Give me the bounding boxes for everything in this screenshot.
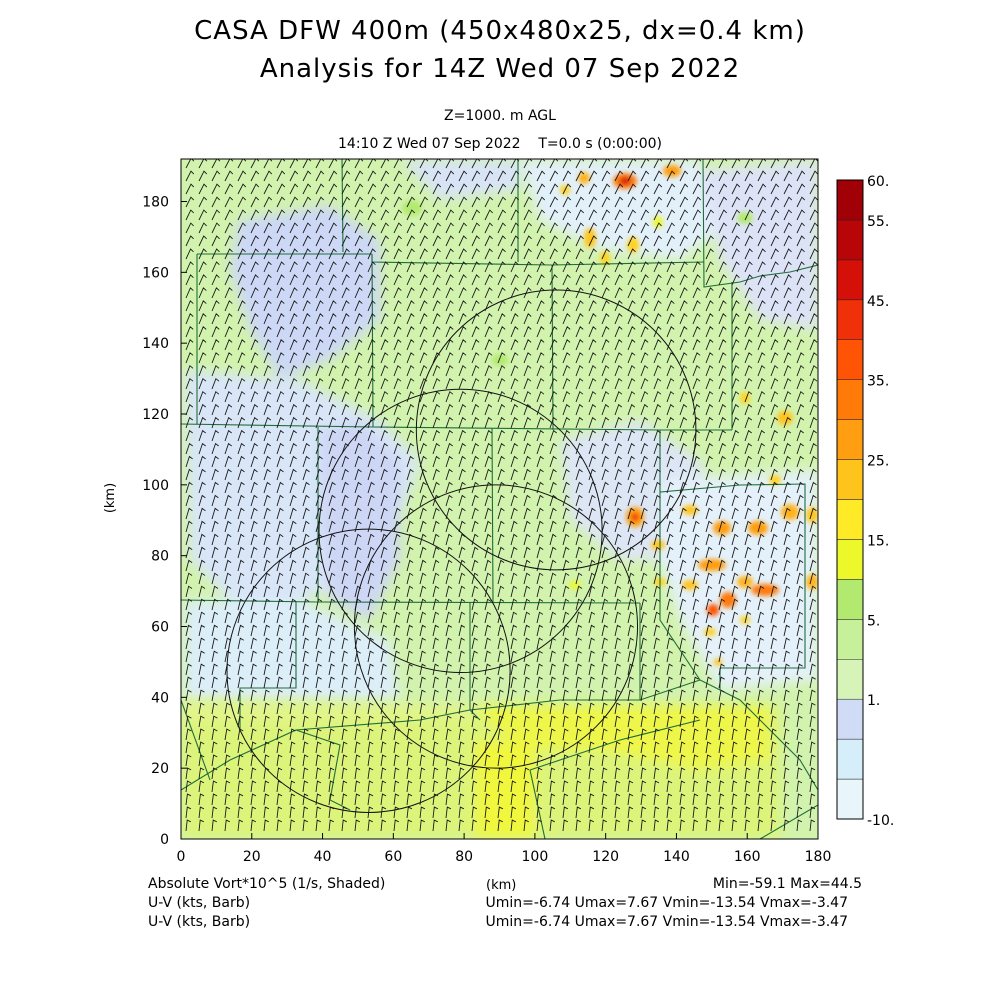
y-tick-label: 180	[142, 195, 169, 211]
y-tick-label: 160	[142, 265, 169, 281]
y-tick-label: 0	[160, 832, 169, 848]
colorbar-swatch	[836, 539, 864, 580]
vorticity-field	[181, 159, 818, 839]
colorbar-swatch	[836, 259, 864, 301]
y-tick-label: 40	[151, 690, 169, 706]
colorbar-label: 5.	[867, 613, 880, 629]
radar-ring-1	[415, 289, 697, 571]
colorbar-swatch	[836, 778, 864, 820]
y-axis-label: (km)	[103, 483, 118, 513]
colorbar-swatch	[836, 379, 864, 420]
x-tick-label: 60	[384, 849, 402, 865]
x-tick-label: 40	[314, 849, 332, 865]
colorbar-swatch	[836, 419, 864, 460]
x-tick-label: 180	[805, 849, 832, 865]
footer-field-vorticity: Absolute Vort*10^5 (1/s, Shaded)	[148, 876, 386, 892]
colorbar-label: 55.	[867, 214, 889, 230]
x-tick-label: 80	[455, 849, 473, 865]
x-tick-label: 100	[522, 849, 549, 865]
plot-title-line2: Analysis for 14Z Wed 07 Sep 2022	[259, 54, 741, 84]
y-axis: 0 20 40 60 80 100 120 140 160 180	[142, 195, 187, 848]
footer-minmax: Min=-59.1 Max=44.5	[712, 876, 862, 892]
wind-barb-grid	[185, 159, 818, 832]
colorbar-label: 60.	[867, 174, 889, 190]
colorbar-swatch	[836, 339, 864, 380]
wind-barbs	[185, 159, 818, 832]
footer-uv-range-1: Umin=-6.74 Umax=7.67 Vmin=-13.54 Vmax=-3…	[485, 895, 848, 911]
colorbar-swatch	[836, 579, 864, 620]
colorbar-swatch	[836, 619, 864, 660]
colorbar-label: 35.	[867, 374, 889, 390]
plot-title-line1: CASA DFW 400m (450x480x25, dx=0.4 km)	[194, 16, 806, 46]
x-tick-label: 120	[592, 849, 619, 865]
x-tick-label: 160	[734, 849, 761, 865]
footer-field-barb-1: U-V (kts, Barb)	[148, 895, 251, 911]
x-tick-label: 20	[243, 849, 261, 865]
footer-x-unit: (km)	[486, 878, 517, 893]
model-time: T=0.0 s (0:00:00)	[538, 136, 662, 152]
radar-range-rings	[226, 289, 697, 813]
x-tick-label: 0	[177, 849, 186, 865]
colorbar-swatch	[836, 459, 864, 500]
y-tick-label: 140	[142, 336, 169, 352]
plot-frame	[180, 158, 819, 840]
x-axis: 0 20 40 60 80 100 120 140 160 180	[177, 833, 832, 865]
radar-ring-3	[353, 484, 639, 769]
level-label: Z=1000. m AGL	[444, 108, 556, 124]
y-tick-label: 80	[151, 549, 169, 565]
colorbar-swatch	[836, 219, 864, 261]
colorbar: 60. 55. 45. 35. 25. 15. 5. 1. -10.	[836, 174, 894, 829]
colorbar-label: 15.	[867, 533, 889, 549]
colorbar-label: -10.	[867, 813, 894, 829]
radar-ring-4	[226, 528, 511, 813]
high-vorticity-band	[181, 700, 781, 839]
y-tick-label: 20	[151, 761, 169, 777]
colorbar-swatch	[836, 299, 864, 340]
low-vorticity-regions	[185, 160, 818, 700]
y-tick-label: 60	[151, 620, 169, 636]
colorbar-label: 1.	[867, 693, 880, 709]
colorbar-swatch	[836, 698, 864, 740]
y-tick-label: 100	[142, 478, 169, 494]
y-tick-label: 120	[142, 407, 169, 423]
footer-field-barb-2: U-V (kts, Barb)	[148, 914, 251, 930]
colorbar-label: 45.	[867, 294, 889, 310]
time-label: 14:10 Z Wed 07 Sep 2022 T=0.0 s (0:00:00…	[0, 136, 1000, 152]
x-tick-label: 140	[663, 849, 690, 865]
colorbar-swatch	[836, 659, 864, 700]
radar-ring-2	[318, 388, 603, 674]
colorbar-swatch	[836, 738, 864, 780]
colorbar-label: 25.	[867, 454, 889, 470]
footer-uv-range-2: Umin=-6.74 Umax=7.67 Vmin=-13.54 Vmax=-3…	[485, 914, 848, 930]
valid-time: 14:10 Z Wed 07 Sep 2022	[338, 136, 521, 152]
colorbar-swatch	[836, 179, 864, 221]
colorbar-swatch	[836, 499, 864, 540]
